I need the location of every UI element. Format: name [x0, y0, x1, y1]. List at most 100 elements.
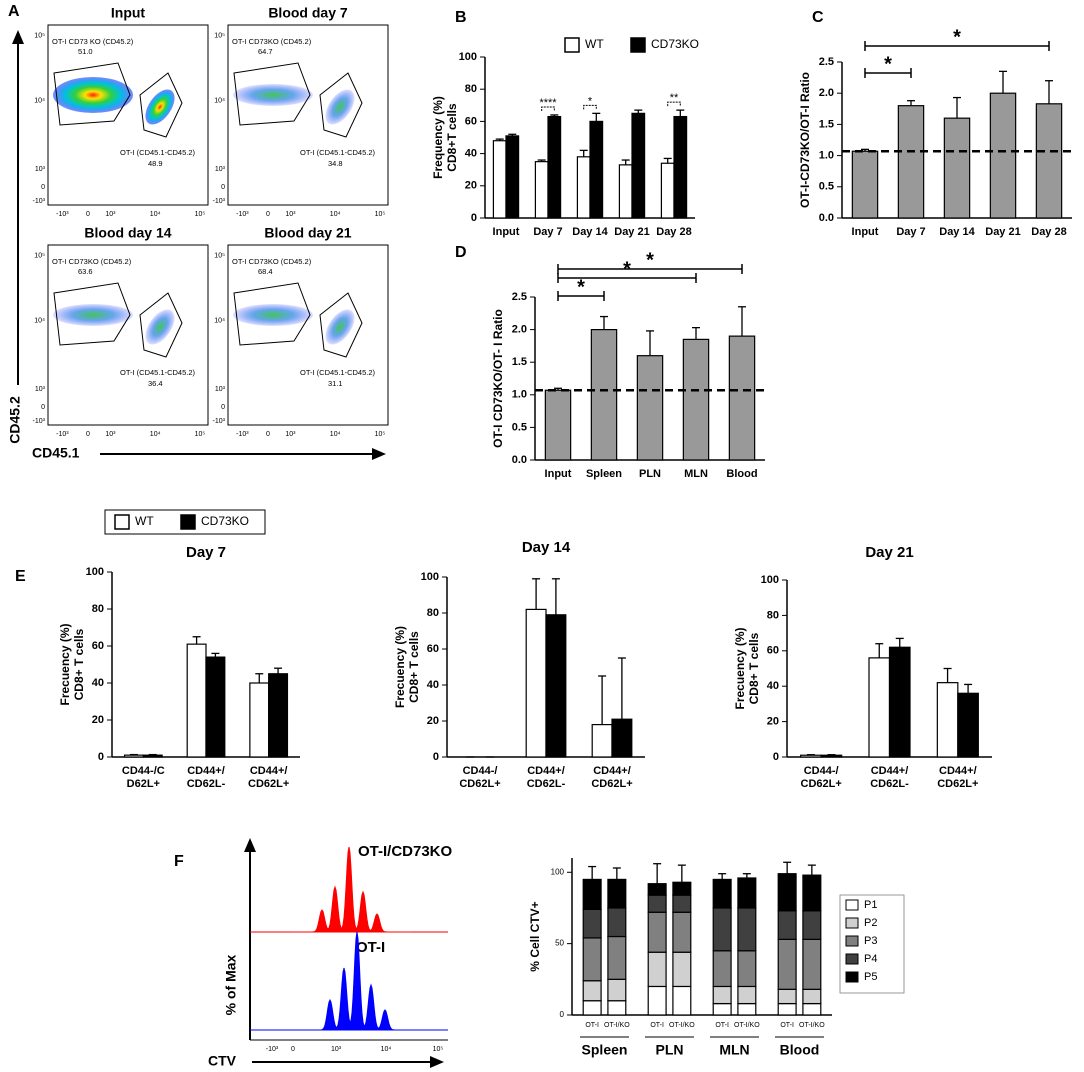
y-axis-label: CD8+ T cells: [747, 632, 761, 704]
x-tick-label: 10³: [105, 431, 116, 438]
bar: [957, 692, 979, 758]
bar: [647, 911, 667, 953]
panel-letter: F: [174, 853, 184, 870]
bar: [672, 911, 692, 953]
y-tick-label: -10³: [213, 198, 226, 205]
x-tick-label: CD62L+: [459, 778, 500, 790]
legend-label: P5: [864, 971, 877, 983]
x-tick-label: 10³: [105, 211, 116, 218]
gate: [319, 72, 363, 138]
bar: [576, 156, 591, 219]
bar: [737, 950, 757, 988]
x-tick-label: Day 28: [1031, 226, 1066, 238]
x-tick-label: CD44+/: [187, 765, 225, 777]
y-tick-label: 10⁴: [34, 97, 45, 104]
chart-title: Day 7: [186, 544, 226, 561]
significance-label: *: [646, 249, 654, 271]
y-axis-label: CD8+ T cells: [407, 631, 421, 703]
y-tick-label: 20: [465, 180, 477, 192]
bar: [712, 1002, 732, 1016]
y-axis-label: Frecuency (%): [733, 627, 747, 709]
y-tick-label: 0.5: [512, 421, 527, 433]
group-label: Spleen: [582, 1042, 628, 1058]
bar: [820, 754, 843, 758]
gate: [139, 72, 183, 138]
y-tick-label: 1.0: [819, 150, 834, 162]
x-tick-label: Input: [852, 226, 879, 238]
bar: [851, 150, 879, 219]
legend-frame: [104, 509, 266, 535]
significance-bracket: [541, 106, 555, 111]
x-tick-label: OT-I/KO: [799, 1022, 825, 1029]
y-tick-label: -10³: [33, 198, 46, 205]
significance-bracket: [557, 264, 743, 274]
bar: [737, 985, 757, 1005]
bar: [777, 910, 797, 940]
x-tick-label: 10³: [285, 211, 296, 218]
y-tick-label: 100: [761, 574, 779, 586]
plot-frame: [47, 24, 209, 206]
bar: [505, 135, 520, 219]
bar: [492, 140, 507, 219]
x-tick-label: Day 14: [572, 226, 608, 238]
bar: [672, 951, 692, 988]
bar: [142, 754, 163, 758]
legend-swatch: [845, 953, 859, 965]
plot-title: Blood day 21: [264, 225, 351, 241]
y-tick-label: 10⁵: [214, 253, 225, 260]
cell-cloud: [145, 89, 175, 125]
x-tick-label: PLN: [639, 468, 661, 480]
bar: [1035, 103, 1063, 219]
y-tick-label: 0.0: [512, 454, 527, 466]
x-tick-label: 10⁵: [195, 211, 206, 218]
significance-bracket: [557, 273, 697, 283]
bar: [582, 878, 602, 910]
x-tick-label: CD44+/: [871, 765, 909, 777]
cell-cloud: [145, 309, 175, 345]
y-tick-label: 60: [767, 645, 779, 657]
bar: [737, 877, 757, 909]
y-tick-label: 60: [92, 640, 104, 652]
bar: [682, 338, 710, 461]
bar: [534, 161, 549, 219]
x-tick-label: 10⁵: [433, 1046, 444, 1053]
y-axis-label: Frecuency (%): [393, 626, 407, 708]
bar: [607, 878, 627, 909]
y-tick-label: 80: [92, 603, 104, 615]
arrow-head: [244, 838, 256, 852]
bar: [607, 935, 627, 980]
gate: [233, 62, 311, 126]
gate-label: OT-I CD73KO (CD45.2): [232, 257, 312, 266]
legend-swatch: [180, 514, 196, 530]
bar: [989, 92, 1017, 219]
x-tick-label: 10⁴: [330, 431, 341, 438]
cell-cloud: [53, 77, 133, 113]
significance-label: **: [670, 92, 679, 104]
bar: [777, 988, 797, 1005]
chart-title: Day 14: [522, 539, 571, 556]
y-tick-label: 60: [465, 115, 477, 127]
y-tick-label: 40: [465, 148, 477, 160]
y-tick-label: 80: [767, 609, 779, 621]
axis-label: % of Max: [223, 954, 239, 1015]
x-tick-label: Day 21: [985, 226, 1020, 238]
arrow-head: [372, 448, 386, 460]
bar: [660, 162, 675, 219]
y-tick-label: 0.0: [819, 212, 834, 224]
significance-label: *: [588, 95, 593, 107]
bar: [647, 985, 667, 1016]
bar: [737, 1002, 757, 1016]
x-tick-label: 10³: [285, 431, 296, 438]
x-tick-label: Day 14: [939, 226, 975, 238]
cell-cloud: [325, 309, 355, 345]
x-tick-label: 0: [86, 431, 90, 438]
bar: [737, 907, 757, 952]
axis-label: CD45.1: [32, 445, 80, 461]
gate-value: 68.4: [258, 267, 273, 276]
axis-label: CD45.2: [7, 396, 23, 444]
panel-letter: E: [15, 568, 26, 585]
y-tick-label: 0: [560, 1010, 565, 1019]
x-tick-label: Day 7: [533, 226, 562, 238]
bar: [802, 1002, 822, 1016]
bar: [582, 980, 602, 1002]
